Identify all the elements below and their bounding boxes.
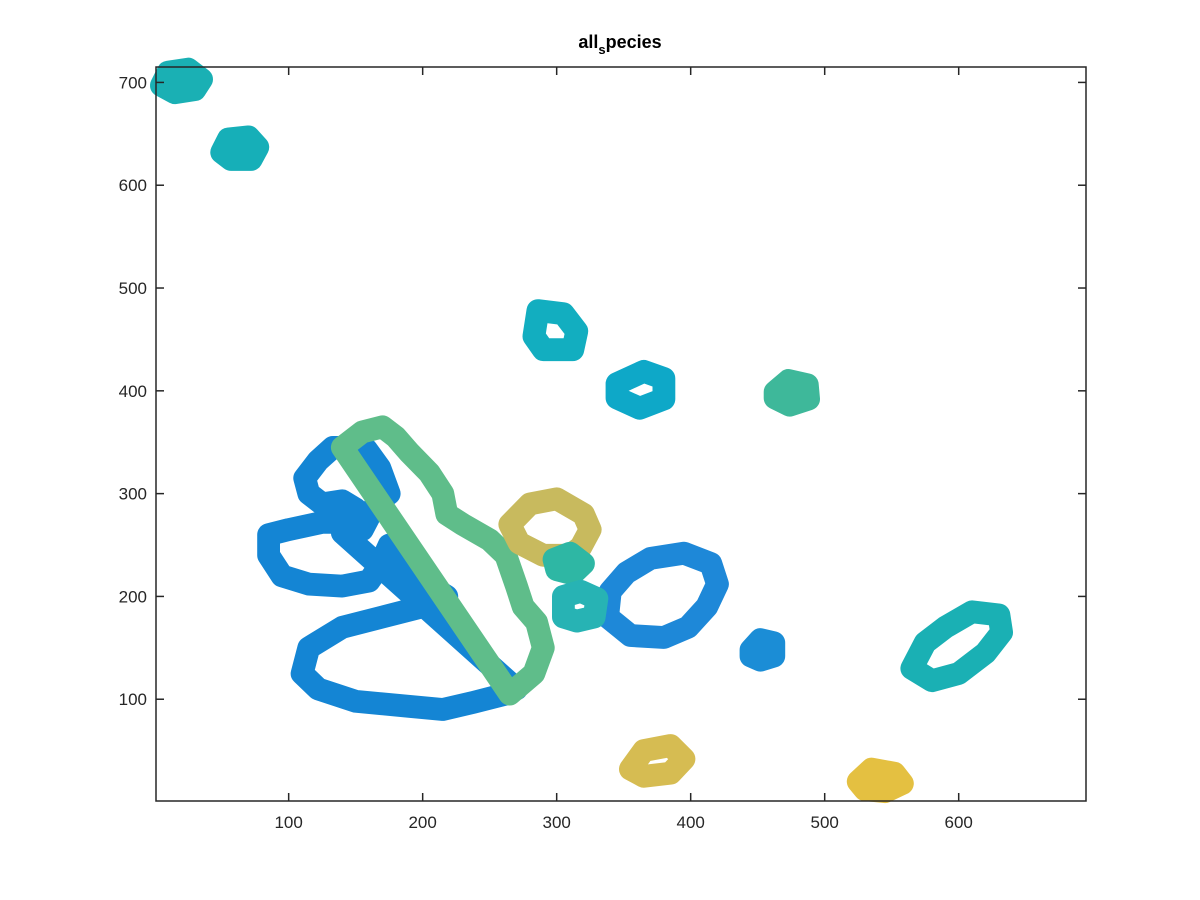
x-tick-label-600: 600 — [945, 813, 973, 832]
shape-island-5 — [763, 369, 820, 417]
y-tick-label-400: 400 — [119, 382, 147, 401]
axes-box — [155, 66, 1087, 802]
y-tick-label-200: 200 — [119, 587, 147, 606]
shape-santa-cruz — [596, 541, 729, 649]
shape-espanola — [846, 757, 914, 804]
shape-island-10 — [552, 579, 609, 633]
shape-island-1 — [149, 57, 214, 105]
x-tick-label-300: 300 — [542, 813, 570, 832]
x-tick-label-500: 500 — [811, 813, 839, 832]
y-tick-label-600: 600 — [119, 176, 147, 195]
shape-island-2 — [210, 125, 270, 171]
shape-island-8 — [542, 541, 595, 586]
shape-island-4 — [605, 359, 676, 420]
chart-title: allspecies — [578, 32, 661, 57]
shapes-layer — [149, 57, 1013, 804]
x-tick-label-100: 100 — [274, 813, 302, 832]
y-tick-label-700: 700 — [119, 73, 147, 92]
y-tick-label-500: 500 — [119, 279, 147, 298]
shape-isabela-north — [330, 415, 555, 706]
x-tick-label-200: 200 — [408, 813, 436, 832]
y-tick-label-300: 300 — [119, 485, 147, 504]
shape-island-3 — [522, 299, 589, 362]
y-tick-label-100: 100 — [119, 690, 147, 709]
shape-island-11 — [739, 628, 786, 672]
shape-floreana — [619, 734, 696, 788]
ticks-layer: 100 200 300 400 500 600 100 200 300 400 500 600 700 — [119, 67, 1086, 832]
x-tick-label-400: 400 — [676, 813, 704, 832]
shape-san-cristobal — [900, 600, 1013, 693]
